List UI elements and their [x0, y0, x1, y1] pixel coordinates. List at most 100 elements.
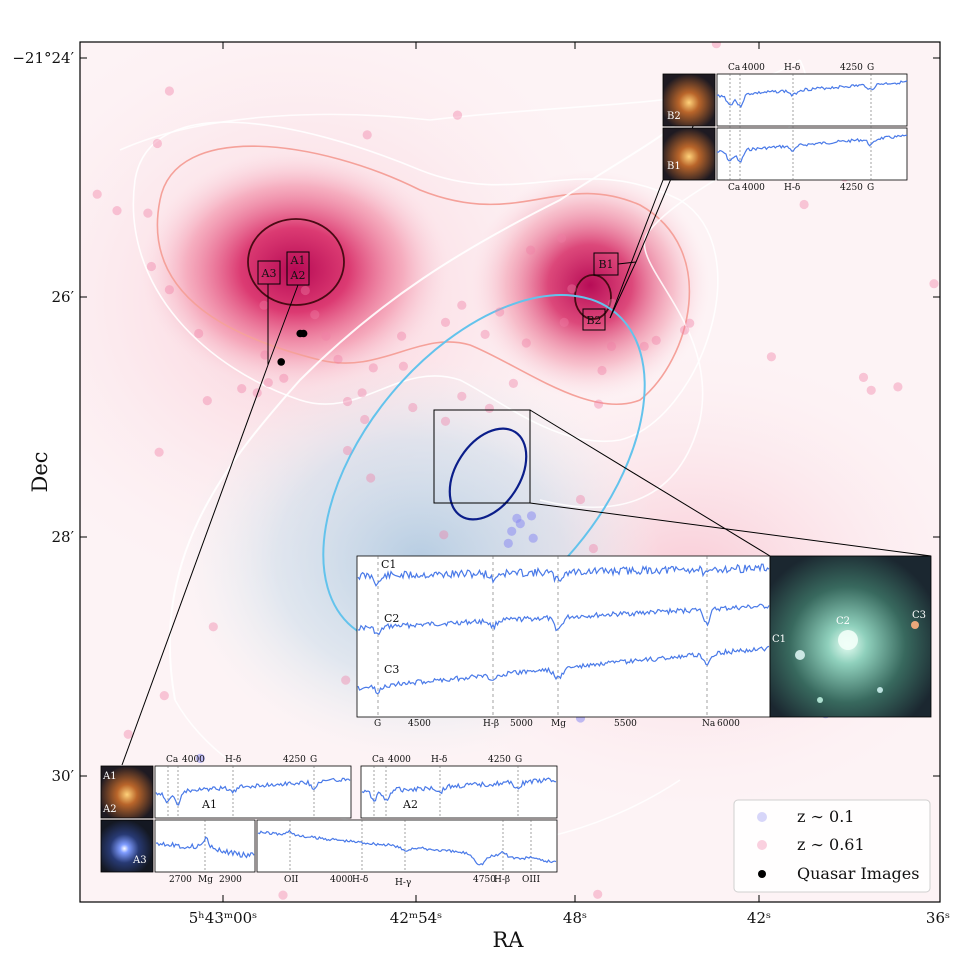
galaxy-z061-18: [495, 307, 505, 317]
box-label-b2: B2: [586, 314, 601, 327]
inset-a: A1 A2 A3 A1 A2 Ca 4000 H-δ 4250 G Ca 400…: [100, 755, 558, 888]
cutout-b2: [662, 73, 716, 127]
a3-oiii: OIII: [522, 875, 540, 885]
galaxy-z061-0: [252, 388, 262, 398]
galaxy-z061-29: [484, 403, 494, 413]
galaxy-z061-13: [440, 317, 451, 327]
galaxy-z061-28: [508, 378, 518, 388]
y-tick-label-0: −21°24′: [12, 49, 74, 67]
a1-4000: 4000: [182, 755, 205, 765]
galaxy-z061-52: [858, 372, 869, 382]
galaxy-z061-65: [341, 675, 351, 685]
galaxy-z061-35: [154, 447, 164, 457]
box-a3: [257, 260, 281, 285]
galaxy-z01-12: [195, 753, 205, 764]
galaxy-z061-61: [208, 622, 218, 632]
galaxy-z061-67: [866, 385, 876, 395]
a3-2700: 2700: [169, 875, 192, 885]
galaxy-z061-1: [237, 384, 247, 394]
b2-g: G: [867, 63, 874, 73]
spectrum-b1-panel: [716, 127, 908, 181]
b1-4250: 4250: [840, 183, 863, 193]
a3-oii: OII: [284, 875, 299, 885]
box-label-a1: A1: [290, 254, 306, 267]
a3-4750: 4750: [473, 875, 496, 885]
spectrum-label-a2: A2: [402, 798, 418, 811]
box-label-a2: A2: [290, 269, 306, 282]
y-axis-label: Dec: [28, 451, 52, 492]
galaxy-z061-71: [439, 530, 449, 540]
galaxy-z061-55: [711, 42, 721, 49]
c-g: G: [374, 719, 381, 729]
galaxy-z061-2: [263, 378, 273, 388]
galaxy-z061-69: [651, 335, 661, 345]
x-tick-label-1: 42ᵐ54ˢ: [390, 909, 442, 927]
galaxy-z061-34: [342, 445, 353, 456]
galaxy-z061-15: [259, 300, 269, 310]
x-tick-label-3: 42ˢ: [747, 909, 771, 927]
galaxy-z061-31: [366, 473, 376, 483]
galaxy-z061-51: [766, 352, 777, 362]
c-5000: 5000: [510, 719, 533, 729]
galaxy-z061-75: [194, 328, 204, 339]
legend-marker-quasar: [758, 870, 766, 878]
cutout-label-b2: B2: [667, 111, 681, 122]
galaxy-z061-40: [92, 189, 102, 199]
spectrum-a1-panel: [154, 765, 352, 819]
a3-hgamma: H-γ: [395, 878, 411, 888]
galaxy-z061-9: [397, 331, 407, 341]
galaxy-z061-8: [398, 361, 408, 371]
galaxy-z061-14: [310, 310, 320, 320]
cutout-label-b1: B1: [667, 161, 681, 172]
galaxy-z061-38: [143, 208, 153, 218]
galaxy-z061-47: [588, 543, 599, 554]
spectrum-label-c1: C1: [381, 558, 396, 571]
galaxy-z061-62: [159, 691, 169, 701]
galaxy-z061-20: [597, 365, 607, 376]
legend: z ∼ 0.1 z ∼ 0.61 Quasar Images: [733, 799, 931, 893]
plot-frame: [79, 41, 941, 903]
galaxy-z061-70: [480, 329, 490, 339]
galaxy-z061-3: [260, 350, 270, 360]
galaxy-z061-5: [321, 331, 331, 341]
galaxy-z061-36: [202, 396, 212, 406]
galaxy-z061-50: [799, 199, 809, 210]
galaxy-z061-73: [575, 494, 586, 505]
y-tick-label-3: 30′: [52, 767, 75, 785]
spectrum-label-c3: C3: [384, 663, 399, 676]
a1-g: G: [310, 755, 317, 765]
galaxy-z061-49: [685, 318, 695, 328]
spectrum-b2-line: [716, 80, 908, 109]
c-6000: 6000: [717, 719, 740, 729]
c-mg: Mg: [551, 719, 566, 729]
spectrum-a3-opt-panel: [256, 819, 558, 873]
galaxy-z061-39: [112, 206, 122, 216]
galaxy-z061-42: [164, 86, 174, 96]
x-tick-label-4: 36ˢ: [926, 909, 950, 927]
cutout-label-a2: A2: [102, 804, 117, 815]
b2-4250: 4250: [840, 63, 863, 73]
a3-hdelta: H-δ: [352, 875, 368, 885]
box-label-a3: A3: [261, 267, 277, 280]
a1-4250: 4250: [283, 755, 306, 765]
galaxy-z01-3: [528, 533, 538, 543]
galaxy-z061-64: [593, 889, 603, 899]
inset-c: C1 C2 C3 G 4500 H-β 5000 Mg 5500 Na 6000…: [356, 555, 932, 729]
galaxy-z01-2: [515, 519, 525, 529]
a2-hdelta: H-δ: [431, 755, 447, 765]
spectrum-label-a1: A1: [201, 798, 217, 811]
galaxy-z061-23: [639, 341, 649, 351]
spectrum-b2-panel: [716, 73, 908, 127]
legend-label-z061: z ∼ 0.61: [797, 835, 865, 854]
galaxy-z061-24: [680, 325, 690, 335]
galaxy-z061-11: [408, 402, 418, 413]
galaxy-z061-53: [929, 279, 939, 289]
b2-ca: Ca: [728, 63, 741, 73]
box-c: [433, 409, 531, 504]
spectrum-a1-line: [155, 777, 351, 806]
legend-box: [733, 799, 931, 893]
a2-g: G: [515, 755, 522, 765]
a3-hbeta: H-β: [494, 875, 510, 885]
galaxy-z061-41: [152, 138, 162, 149]
